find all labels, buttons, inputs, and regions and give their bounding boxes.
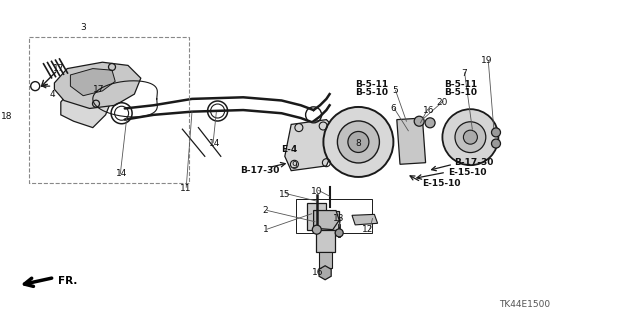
Text: 5: 5 xyxy=(393,86,398,95)
Circle shape xyxy=(442,109,499,165)
Text: 2: 2 xyxy=(263,206,268,215)
Text: TK44E1500: TK44E1500 xyxy=(499,300,550,309)
Polygon shape xyxy=(319,252,332,268)
Text: E-15-10: E-15-10 xyxy=(422,179,461,188)
Bar xyxy=(296,199,372,233)
Circle shape xyxy=(312,225,321,234)
Text: 19: 19 xyxy=(481,56,492,65)
Text: E-4: E-4 xyxy=(282,145,298,154)
Text: B-17-30: B-17-30 xyxy=(240,166,280,175)
Text: 3: 3 xyxy=(81,23,86,32)
Text: B-5-11: B-5-11 xyxy=(444,80,477,89)
Text: 1: 1 xyxy=(263,225,268,234)
Text: B-5-10: B-5-10 xyxy=(444,88,477,97)
Bar xyxy=(29,37,189,183)
Text: B-17-30: B-17-30 xyxy=(454,158,494,167)
Polygon shape xyxy=(285,120,336,171)
Polygon shape xyxy=(319,266,331,280)
Text: 10: 10 xyxy=(311,187,323,196)
Polygon shape xyxy=(352,214,378,225)
Text: 16: 16 xyxy=(423,106,435,115)
Circle shape xyxy=(337,121,380,163)
Text: FR.: FR. xyxy=(58,276,77,286)
Text: 7: 7 xyxy=(461,69,467,78)
Circle shape xyxy=(492,139,500,148)
Polygon shape xyxy=(61,77,112,128)
Text: 12: 12 xyxy=(362,225,374,234)
Text: B-5-11: B-5-11 xyxy=(355,80,388,89)
Circle shape xyxy=(425,118,435,128)
Polygon shape xyxy=(70,69,115,96)
Polygon shape xyxy=(54,62,141,108)
Text: 8: 8 xyxy=(356,139,361,148)
Circle shape xyxy=(492,128,500,137)
Polygon shape xyxy=(314,211,339,230)
Text: 20: 20 xyxy=(436,98,447,107)
Text: 17: 17 xyxy=(93,85,105,94)
Circle shape xyxy=(335,229,343,237)
Polygon shape xyxy=(397,118,426,164)
Text: 16: 16 xyxy=(312,268,324,277)
Text: 18: 18 xyxy=(1,112,12,121)
Text: 15: 15 xyxy=(279,190,291,199)
Text: 11: 11 xyxy=(180,184,191,193)
Text: 17: 17 xyxy=(53,64,65,73)
Polygon shape xyxy=(307,203,339,230)
Text: 14: 14 xyxy=(116,169,127,178)
Circle shape xyxy=(348,131,369,152)
Circle shape xyxy=(323,107,394,177)
Text: 9: 9 xyxy=(292,161,297,170)
Text: 14: 14 xyxy=(209,139,220,148)
Text: 6: 6 xyxy=(391,104,396,113)
Text: E-15-10: E-15-10 xyxy=(448,168,486,177)
Circle shape xyxy=(463,130,477,144)
Text: 13: 13 xyxy=(333,214,345,223)
Circle shape xyxy=(414,116,424,126)
Text: 4: 4 xyxy=(50,90,55,99)
Circle shape xyxy=(455,122,486,152)
Text: B-5-10: B-5-10 xyxy=(355,88,388,97)
Polygon shape xyxy=(316,230,335,252)
